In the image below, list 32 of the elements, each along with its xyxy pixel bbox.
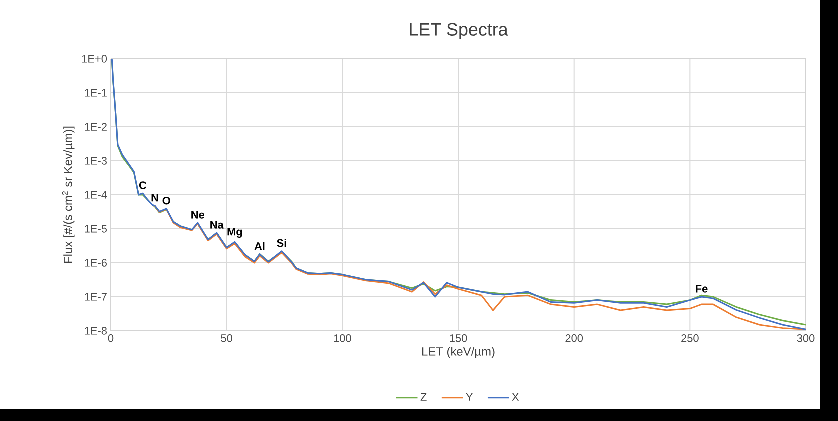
- annotation: N: [152, 194, 158, 202]
- x-tick-label: 300: [797, 334, 815, 342]
- y-axis-title: Flux [#/(s cm$^{2}$ sr Kev/µm)]: [62, 126, 75, 264]
- legend-label: Z: [420, 393, 427, 401]
- y-tick-label: 1E-3: [85, 157, 107, 165]
- x-tick-label: 0: [108, 334, 114, 342]
- x-tick-label: 250: [682, 334, 699, 342]
- x-tick-label: 50: [221, 334, 232, 342]
- chart-title: LET Spectra: [410, 23, 508, 40]
- annotation: Na: [210, 221, 224, 229]
- y-tick-label: 1E-7: [85, 293, 107, 301]
- x-axis-title: LET (keV/µm): [422, 347, 495, 358]
- x-tick-label: 150: [450, 334, 468, 342]
- y-tick-label: 1E-2: [85, 123, 107, 131]
- y-tick-label: 1E-8: [85, 327, 107, 335]
- legend-label: X: [512, 393, 520, 401]
- annotation: Al: [254, 242, 265, 250]
- annotation: Si: [277, 239, 286, 248]
- annotation: O: [162, 196, 170, 205]
- line-series: [154, 205, 806, 330]
- legend-label: Y: [466, 393, 473, 401]
- y-tick-label: 1E-1: [85, 89, 107, 97]
- x-tick-label: 100: [334, 334, 352, 342]
- annotation: Mg: [228, 228, 242, 238]
- annotation: C: [139, 182, 147, 190]
- y-tick-label: 1E-5: [85, 225, 108, 233]
- x-tick-label: 200: [566, 334, 584, 342]
- y-tick-label: 1E-6: [85, 259, 107, 267]
- annotation: Fe: [696, 285, 708, 293]
- y-tick-label: 1E+0: [82, 55, 108, 63]
- annotation: Ne: [192, 211, 205, 219]
- y-tick-label: 1E-4: [85, 191, 108, 199]
